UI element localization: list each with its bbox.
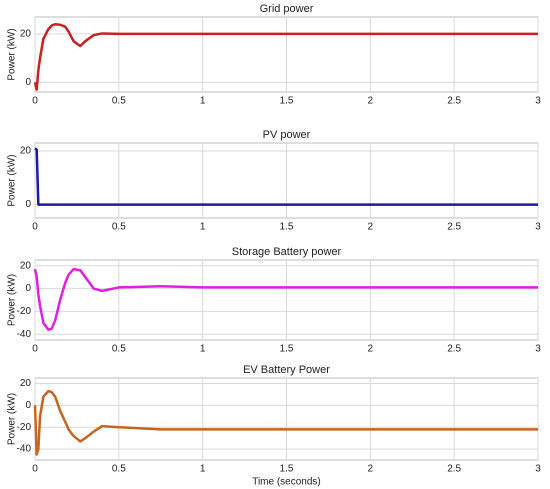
x-tick-label: 0: [32, 222, 38, 233]
x-tick-label: 0.5: [112, 344, 126, 355]
y-tick-label: 0: [25, 77, 31, 88]
x-tick-label: 0.5: [112, 96, 126, 107]
x-tick-label: 2: [368, 96, 374, 107]
x-tick-label: 1: [200, 222, 206, 233]
y-tick-label: 0: [25, 400, 31, 411]
y-tick-label: 0: [25, 199, 31, 210]
x-tick-label: 2.5: [447, 96, 461, 107]
y-tick-label: 0: [25, 283, 31, 294]
y-axis-label: Power (kW): [7, 28, 18, 80]
x-tick-label: 0: [32, 96, 38, 107]
data-line: [34, 147, 538, 206]
x-tick-label: 0: [32, 464, 38, 475]
y-axis-label: Power (kW): [7, 274, 18, 326]
y-tick-label: -40: [17, 329, 32, 340]
data-line: [33, 389, 538, 456]
x-tick-label: 3: [535, 464, 541, 475]
chart-title: PV power: [263, 129, 311, 141]
x-tick-label: 1: [200, 96, 206, 107]
data-line: [33, 267, 538, 331]
x-tick-label: 1.5: [280, 344, 294, 355]
x-tick-label: 2.5: [447, 464, 461, 475]
y-tick-label: -40: [17, 444, 32, 455]
x-tick-label: 1.5: [280, 96, 294, 107]
x-tick-label: 0.5: [112, 222, 126, 233]
x-tick-label: 3: [535, 222, 541, 233]
y-tick-label: 20: [20, 260, 32, 271]
y-tick-label: 20: [20, 378, 32, 389]
y-tick-label: -20: [17, 306, 32, 317]
x-tick-label: 1.5: [280, 464, 294, 475]
chart-title: EV Battery Power: [243, 364, 330, 376]
x-tick-label: 2.5: [447, 222, 461, 233]
x-tick-label: 3: [535, 344, 541, 355]
x-tick-label: 1.5: [280, 222, 294, 233]
y-tick-label: -20: [17, 422, 32, 433]
x-tick-label: 2: [368, 344, 374, 355]
x-axis-label: Time (seconds): [252, 477, 321, 488]
y-tick-label: 20: [20, 146, 32, 157]
data-line: [33, 23, 538, 91]
y-tick-label: 20: [20, 29, 32, 40]
x-tick-label: 0.5: [112, 464, 126, 475]
chart-title: Grid power: [260, 3, 314, 15]
y-axis-label: Power (kW): [7, 393, 18, 445]
x-tick-label: 1: [200, 344, 206, 355]
x-tick-label: 2: [368, 222, 374, 233]
x-tick-label: 2: [368, 464, 374, 475]
x-tick-label: 0: [32, 344, 38, 355]
x-tick-label: 2.5: [447, 344, 461, 355]
chart-title: Storage Battery power: [232, 246, 342, 258]
x-tick-label: 1: [200, 464, 206, 475]
x-tick-label: 3: [535, 96, 541, 107]
y-axis-label: Power (kW): [7, 154, 18, 206]
